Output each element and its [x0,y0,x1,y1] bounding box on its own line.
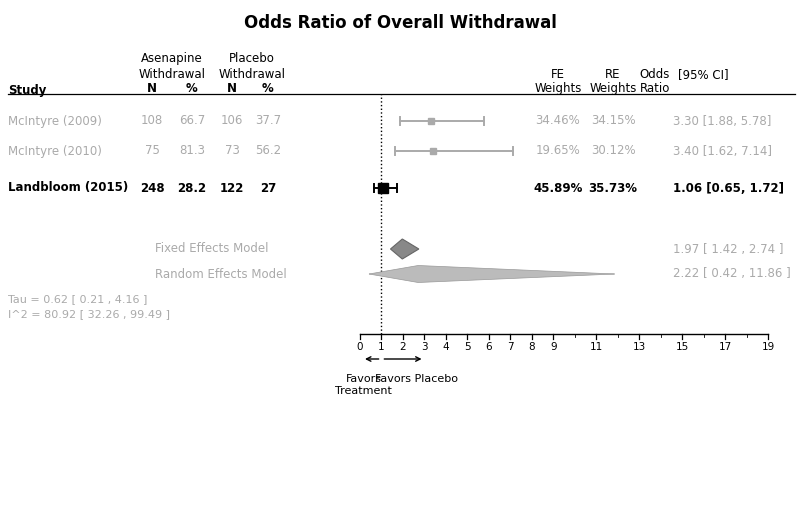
Text: 9: 9 [550,342,557,352]
Text: 34.15%: 34.15% [590,115,635,127]
Text: 66.7: 66.7 [179,115,205,127]
Text: %: % [262,82,274,95]
Text: 28.2: 28.2 [178,181,206,194]
Text: 7: 7 [507,342,514,352]
Text: Odds Ratio of Overall Withdrawal: Odds Ratio of Overall Withdrawal [243,14,557,32]
Text: Weights: Weights [534,82,582,95]
Text: Landbloom (2015): Landbloom (2015) [8,181,128,194]
Text: 108: 108 [141,115,163,127]
Text: I^2 = 80.92 [ 32.26 , 99.49 ]: I^2 = 80.92 [ 32.26 , 99.49 ] [8,309,170,319]
Text: Odds: Odds [640,68,670,81]
Text: 1: 1 [378,342,385,352]
Text: 248: 248 [140,181,164,194]
Text: N: N [147,82,157,95]
Text: 30.12%: 30.12% [590,144,635,157]
Text: 75: 75 [145,144,159,157]
Polygon shape [390,239,419,259]
Text: 2.22 [ 0.42 , 11.86 ]: 2.22 [ 0.42 , 11.86 ] [673,267,790,281]
Text: 27: 27 [260,181,276,194]
Text: McIntyre (2009): McIntyre (2009) [8,115,102,127]
Text: 106: 106 [221,115,243,127]
Text: 15: 15 [675,342,689,352]
Text: 11: 11 [590,342,603,352]
Text: Withdrawal: Withdrawal [218,68,286,81]
Text: Asenapine: Asenapine [141,52,203,65]
Text: 4: 4 [442,342,450,352]
Text: 17: 17 [718,342,732,352]
Text: 8: 8 [529,342,535,352]
Text: Random Effects Model: Random Effects Model [155,267,286,281]
Text: 37.7: 37.7 [255,115,281,127]
Text: 35.73%: 35.73% [589,181,638,194]
Text: 34.46%: 34.46% [536,115,580,127]
Text: 45.89%: 45.89% [534,181,582,194]
Text: 1.97 [ 1.42 , 2.74 ]: 1.97 [ 1.42 , 2.74 ] [673,243,783,255]
Text: 1.06 [0.65, 1.72]: 1.06 [0.65, 1.72] [673,181,784,194]
Text: 81.3: 81.3 [179,144,205,157]
Text: RE: RE [606,68,621,81]
Text: 122: 122 [220,181,244,194]
Text: Withdrawal: Withdrawal [138,68,206,81]
Text: 13: 13 [633,342,646,352]
Text: N: N [227,82,237,95]
Text: 5: 5 [464,342,470,352]
Text: [95% CI]: [95% CI] [678,68,729,81]
Text: Favors Placebo: Favors Placebo [375,374,458,384]
Text: %: % [186,82,198,95]
Text: 2: 2 [400,342,406,352]
Text: 56.2: 56.2 [255,144,281,157]
Text: FE: FE [551,68,565,81]
Text: 73: 73 [225,144,239,157]
Text: Weights: Weights [590,82,637,95]
Text: 19: 19 [762,342,774,352]
Text: McIntyre (2010): McIntyre (2010) [8,144,102,157]
Text: 19.65%: 19.65% [536,144,580,157]
Text: Ratio: Ratio [640,82,670,95]
Text: 0: 0 [357,342,363,352]
Text: Favors
Treatment: Favors Treatment [335,374,392,396]
Text: Placebo: Placebo [229,52,275,65]
Text: Study: Study [8,84,46,97]
Text: 6: 6 [486,342,492,352]
Text: Tau = 0.62 [ 0.21 , 4.16 ]: Tau = 0.62 [ 0.21 , 4.16 ] [8,294,147,304]
Text: 3.40 [1.62, 7.14]: 3.40 [1.62, 7.14] [673,144,772,157]
Polygon shape [369,266,614,283]
Text: Fixed Effects Model: Fixed Effects Model [155,243,269,255]
Text: 3.30 [1.88, 5.78]: 3.30 [1.88, 5.78] [673,115,771,127]
Text: 3: 3 [421,342,428,352]
